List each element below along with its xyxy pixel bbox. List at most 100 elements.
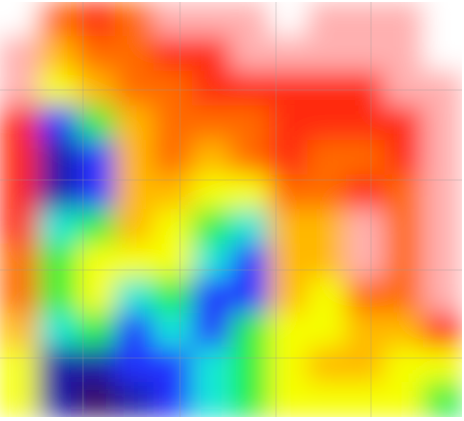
- heatmap-cell: [384, 243, 424, 280]
- heatmap-cell: [230, 2, 270, 38]
- heatmap-cell: [423, 243, 462, 280]
- heatmap-cell: [423, 36, 462, 72]
- heatmap-cell: [76, 70, 116, 107]
- heatmap-cell: [115, 174, 155, 210]
- heatmap-cell: [230, 312, 270, 349]
- heatmap-cell: [346, 139, 386, 176]
- heatmap-cell: [76, 347, 116, 383]
- heatmap-cell: [192, 243, 232, 280]
- heatmap-cell: [384, 312, 424, 349]
- heatmap-cell: [346, 105, 386, 141]
- heatmap-cell: [38, 347, 78, 383]
- heatmap-cell: [192, 278, 232, 314]
- heatmap-cell: [153, 105, 193, 141]
- heatmap-cell: [115, 139, 155, 176]
- heatmap-cell: [346, 70, 386, 107]
- heatmap-cell: [115, 70, 155, 107]
- heatmap-cell: [346, 347, 386, 383]
- heatmap-cell: [230, 70, 270, 107]
- heatmap-cell: [346, 278, 386, 314]
- heatmap-cell: [423, 312, 462, 349]
- heatmap-cell: [230, 139, 270, 176]
- heatmap-cell: [307, 278, 347, 314]
- heatmap-cell: [346, 243, 386, 280]
- heatmap-cell: [384, 278, 424, 314]
- heatmap-cell: [76, 243, 116, 280]
- heatmap-cell: [38, 209, 78, 245]
- heatmap-cell: [153, 2, 193, 38]
- heatmap-cell: [230, 381, 270, 417]
- heatmap-cell: [153, 70, 193, 107]
- heatmap-cell: [192, 2, 232, 38]
- heatmap-cell: [307, 174, 347, 210]
- heatmap-cell: [38, 312, 78, 349]
- heatmap-cell: [115, 243, 155, 280]
- heatmap-cell: [307, 2, 347, 38]
- heatmap-cell: [423, 139, 462, 176]
- heatmap-cell: [38, 2, 78, 38]
- heatmap-cell: [307, 243, 347, 280]
- heatmap-cell: [38, 381, 78, 417]
- heatmap-cell: [76, 2, 116, 38]
- heatmap-cell: [346, 36, 386, 72]
- heatmap-cell: [0, 347, 39, 383]
- heatmap-cell: [230, 243, 270, 280]
- heatmap-cell: [76, 381, 116, 417]
- heatmap-cell: [38, 174, 78, 210]
- heatmap-cell: [269, 2, 309, 38]
- heatmap-cell: [0, 2, 39, 38]
- heatmap-cell: [0, 209, 39, 245]
- heatmap-cell: [192, 70, 232, 107]
- heatmap-cell: [307, 70, 347, 107]
- heatmap-cell: [307, 312, 347, 349]
- heatmap-cell: [269, 243, 309, 280]
- heatmap-cell: [76, 209, 116, 245]
- heatmap-cell: [269, 105, 309, 141]
- heatmap-cell: [307, 347, 347, 383]
- heatmap-cell: [0, 36, 39, 72]
- heatmap-cell: [230, 36, 270, 72]
- heatmap-cell: [384, 105, 424, 141]
- heatmap-cell: [115, 2, 155, 38]
- heatmap-cell: [0, 70, 39, 107]
- heatmap-cell: [153, 36, 193, 72]
- heatmap-cell: [192, 209, 232, 245]
- heatmap-cell: [423, 381, 462, 417]
- heatmap-cell: [153, 312, 193, 349]
- heatmap-cell: [346, 381, 386, 417]
- heatmap-cell: [423, 209, 462, 245]
- heatmap-cell: [115, 381, 155, 417]
- heatmap-cell: [269, 312, 309, 349]
- heatmap-cell: [0, 105, 39, 141]
- heatmap-cell: [38, 278, 78, 314]
- heatmap-cell: [192, 36, 232, 72]
- heatmap-cell: [269, 139, 309, 176]
- heatmap-cell: [115, 105, 155, 141]
- heatmap-cell: [269, 209, 309, 245]
- heatmap-cell: [269, 381, 309, 417]
- heatmap-cell: [423, 105, 462, 141]
- heatmap-cell: [192, 312, 232, 349]
- heatmap-cell: [423, 70, 462, 107]
- heatmap-cell: [115, 278, 155, 314]
- heatmap-cell: [423, 2, 462, 38]
- heatmap-cell: [230, 105, 270, 141]
- heatmap-cell: [307, 105, 347, 141]
- heatmap-cell: [269, 278, 309, 314]
- heatmap-cell: [423, 278, 462, 314]
- heatmap-cell: [115, 209, 155, 245]
- heatmap-cell: [0, 381, 39, 417]
- heatmap-cell: [76, 105, 116, 141]
- heatmap-cell: [38, 139, 78, 176]
- heatmap-cell: [38, 70, 78, 107]
- heatmap-cell: [0, 312, 39, 349]
- heatmap-cell: [384, 36, 424, 72]
- heatmap-cell: [153, 347, 193, 383]
- heatmap-cell: [153, 278, 193, 314]
- heatmap-cell: [307, 209, 347, 245]
- heatmap-cell: [0, 174, 39, 210]
- heatmap-cell: [0, 243, 39, 280]
- heatmap-cell: [76, 139, 116, 176]
